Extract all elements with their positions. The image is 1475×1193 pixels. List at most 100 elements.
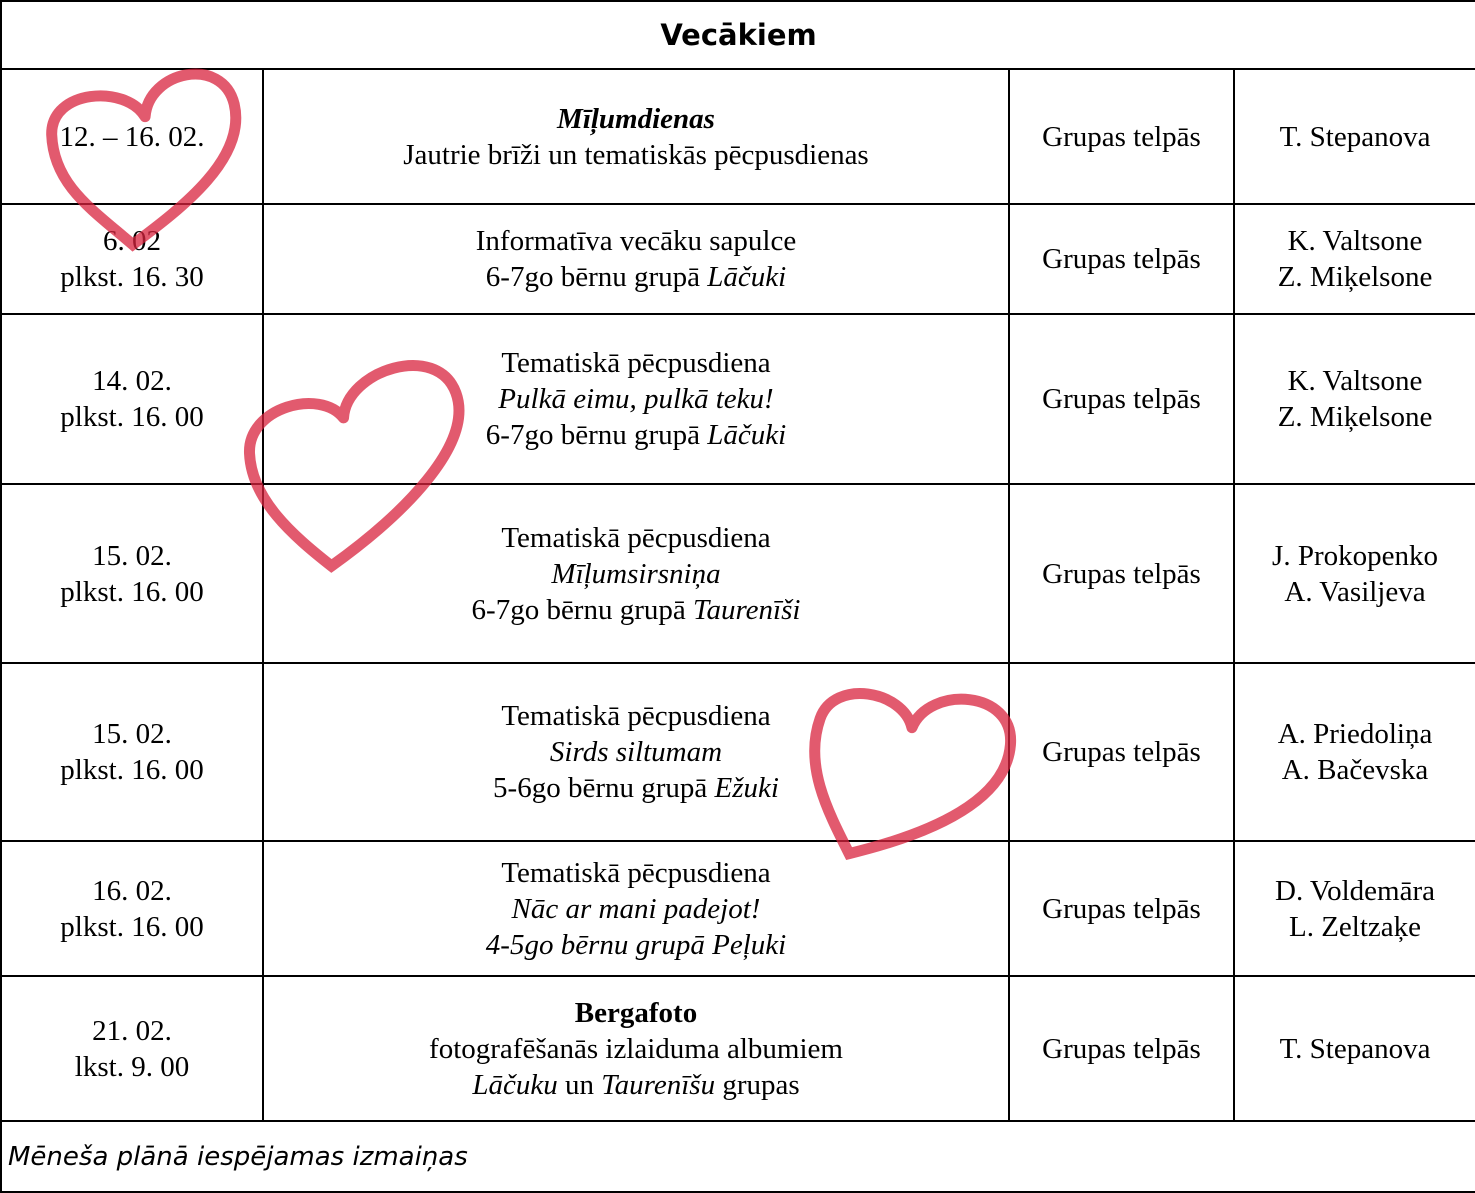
date-line: plkst. 16. 00 bbox=[60, 401, 204, 433]
event-line: Tematiskā pēcpusdiena bbox=[501, 856, 771, 889]
event-line: Bergafoto bbox=[264, 995, 1008, 1031]
group-name: Taurenīši bbox=[693, 593, 801, 626]
event-line: Tematiskā pēcpusdiena bbox=[501, 700, 771, 732]
event: Mīļumdienas Jautrie brīži un tematiskās p… bbox=[262, 68, 1010, 205]
date: 6. 02 plkst. 16. 30 bbox=[0, 203, 264, 315]
row: 6. 02 plkst. 16. 30 Informatīva vecāku sa… bbox=[0, 203, 1475, 315]
row: 15. 02. plkst. 16. 00 Tematiskā pēcpusdie… bbox=[0, 483, 1475, 664]
people: K. Valtsone Z. Miķelsone bbox=[1232, 203, 1475, 315]
date-line: plkst. 16. 00 bbox=[60, 575, 204, 608]
event-line: Mīļumdienas bbox=[264, 101, 1008, 137]
group-name: 4-5go bērnu grupā Peļuki bbox=[485, 928, 787, 961]
date-line: plkst. 16. 30 bbox=[60, 261, 204, 293]
text: un bbox=[564, 1068, 594, 1101]
row: 16. 02. plkst. 16. 00 Tematiskā pēcpusdie… bbox=[0, 840, 1475, 977]
person: A. Vasiljeva bbox=[1284, 575, 1426, 608]
event-name: Mīļumsirsniņa bbox=[551, 557, 721, 590]
event-name: Bergafoto bbox=[574, 996, 698, 1029]
event-line: Nāc ar mani padejot! bbox=[264, 891, 1008, 927]
row: 15. 02. plkst. 16. 00 Tematiskā pēcpusdie… bbox=[0, 662, 1475, 842]
date: 21. 02. lkst. 9. 00 bbox=[0, 975, 264, 1122]
text: 6-7go bērnu grupā bbox=[471, 593, 686, 626]
date-line: 6. 02 bbox=[103, 225, 161, 257]
place: Grupas telpās bbox=[1008, 68, 1235, 205]
date-line: 21. 02. bbox=[92, 1014, 172, 1047]
person: J. Prokopenko bbox=[1272, 539, 1438, 572]
place: Grupas telpās bbox=[1008, 203, 1235, 315]
row: 14. 02. plkst. 16. 00 Tematiskā pēcpusdie… bbox=[0, 313, 1475, 485]
event-line: 6-7go bērnu grupā Lāčuki bbox=[264, 259, 1008, 295]
event: Tematiskā pēcpusdiena Pulkā eimu, pulkā t… bbox=[262, 313, 1010, 485]
event-line: 6-7go bērnu grupā Taurenīši bbox=[264, 592, 1008, 628]
date: 12. – 16. 02. bbox=[0, 68, 264, 205]
event-line: fotografēšanās izlaiduma albumiem bbox=[429, 1032, 843, 1065]
title-row: Vecākiem bbox=[0, 0, 1475, 70]
event-line: 5-6go bērnu grupā Ežuki bbox=[264, 770, 1008, 806]
event-line: 4-5go bērnu grupā Peļuki bbox=[264, 927, 1008, 963]
date-line: 15. 02. bbox=[92, 539, 172, 572]
event-line: Sirds siltumam bbox=[264, 734, 1008, 770]
person: A. Priedoliņa bbox=[1277, 718, 1433, 750]
place: Grupas telpās bbox=[1008, 662, 1235, 842]
event-line: Tematiskā pēcpusdiena bbox=[501, 521, 771, 554]
date: 16. 02. plkst. 16. 00 bbox=[0, 840, 264, 977]
event-name: Mīļumdienas bbox=[557, 102, 715, 135]
group-name: Lāčuki bbox=[707, 419, 787, 451]
event-name: Nāc ar mani padejot! bbox=[511, 892, 761, 925]
person: L. Zeltzaķe bbox=[1289, 910, 1422, 943]
person: K. Valtsone bbox=[1287, 365, 1423, 397]
people: T. Stepanova bbox=[1232, 975, 1475, 1122]
person: Z. Miķelsone bbox=[1277, 261, 1433, 293]
event-line: Mīļumsirsniņa bbox=[264, 556, 1008, 592]
people: A. Priedoliņa A. Bačevska bbox=[1232, 662, 1475, 842]
event: Bergafoto fotografēšanās izlaiduma albumi… bbox=[262, 975, 1010, 1122]
date-line: lkst. 9. 00 bbox=[74, 1050, 190, 1083]
group-name: Lāčuku bbox=[472, 1068, 558, 1101]
event: Tematiskā pēcpusdiena Mīļumsirsniņa 6-7go … bbox=[262, 483, 1010, 664]
event-name: Sirds siltumam bbox=[549, 736, 723, 768]
group-name: Lāčuki bbox=[707, 261, 787, 293]
date-line: plkst. 16. 00 bbox=[60, 754, 204, 786]
event-line: Tematiskā pēcpusdiena bbox=[501, 347, 771, 379]
event-name: Pulkā eimu, pulkā teku! bbox=[498, 383, 774, 415]
place: Grupas telpās bbox=[1008, 483, 1235, 664]
table-title: Vecākiem bbox=[0, 0, 1475, 70]
event-line: Informatīva vecāku sapulce bbox=[475, 225, 797, 257]
person: K. Valtsone bbox=[1287, 225, 1423, 257]
person: T. Stepanova bbox=[1279, 1032, 1431, 1065]
text: grupas bbox=[722, 1068, 800, 1101]
note: Mēneša plānā iespējamas izmaiņas bbox=[0, 1120, 1475, 1193]
text: 5-6go bērnu grupā bbox=[493, 772, 708, 804]
event: Tematiskā pēcpusdiena Sirds siltumam 5-6go… bbox=[262, 662, 1010, 842]
date: 15. 02. plkst. 16. 00 bbox=[0, 662, 264, 842]
person: A. Bačevska bbox=[1281, 754, 1429, 786]
row: 12. – 16. 02. Mīļumdienas Jautrie brīži u… bbox=[0, 68, 1475, 205]
place: Grupas telpās bbox=[1008, 313, 1235, 485]
text: 6-7go bērnu grupā bbox=[485, 419, 701, 451]
note-row: Mēneša plānā iespējamas izmaiņas bbox=[0, 1120, 1475, 1193]
event: Tematiskā pēcpusdiena Nāc ar mani padejot… bbox=[262, 840, 1010, 977]
place: Grupas telpās bbox=[1008, 840, 1235, 977]
group-name: Ežuki bbox=[714, 772, 779, 804]
people: J. Prokopenko A. Vasiljeva bbox=[1232, 483, 1475, 664]
row: 21. 02. lkst. 9. 00 Bergafoto fotografēšan… bbox=[0, 975, 1475, 1122]
date-line: 16. 02. bbox=[92, 874, 172, 907]
event-line: Lāčuku un Taurenīšu grupas bbox=[264, 1067, 1008, 1103]
place: Grupas telpās bbox=[1008, 975, 1235, 1122]
event: Informatīva vecāku sapulce 6-7go bērnu gr… bbox=[262, 203, 1010, 315]
person: Z. Miķelsone bbox=[1277, 401, 1433, 433]
date-line: plkst. 16. 00 bbox=[60, 910, 204, 943]
person: T. Stepanova bbox=[1279, 120, 1431, 153]
date-line: 14. 02. bbox=[92, 365, 172, 397]
person: D. Voldemāra bbox=[1275, 874, 1436, 907]
date: 15. 02. plkst. 16. 00 bbox=[0, 483, 264, 664]
date: 14. 02. plkst. 16. 00 bbox=[0, 313, 264, 485]
text: 6-7go bērnu grupā bbox=[485, 261, 701, 293]
people: T. Stepanova bbox=[1232, 68, 1475, 205]
group-name: Taurenīšu bbox=[601, 1068, 716, 1101]
people: D. Voldemāra L. Zeltzaķe bbox=[1232, 840, 1475, 977]
event-line: 6-7go bērnu grupā Lāčuki bbox=[264, 417, 1008, 453]
people: K. Valtsone Z. Miķelsone bbox=[1232, 313, 1475, 485]
